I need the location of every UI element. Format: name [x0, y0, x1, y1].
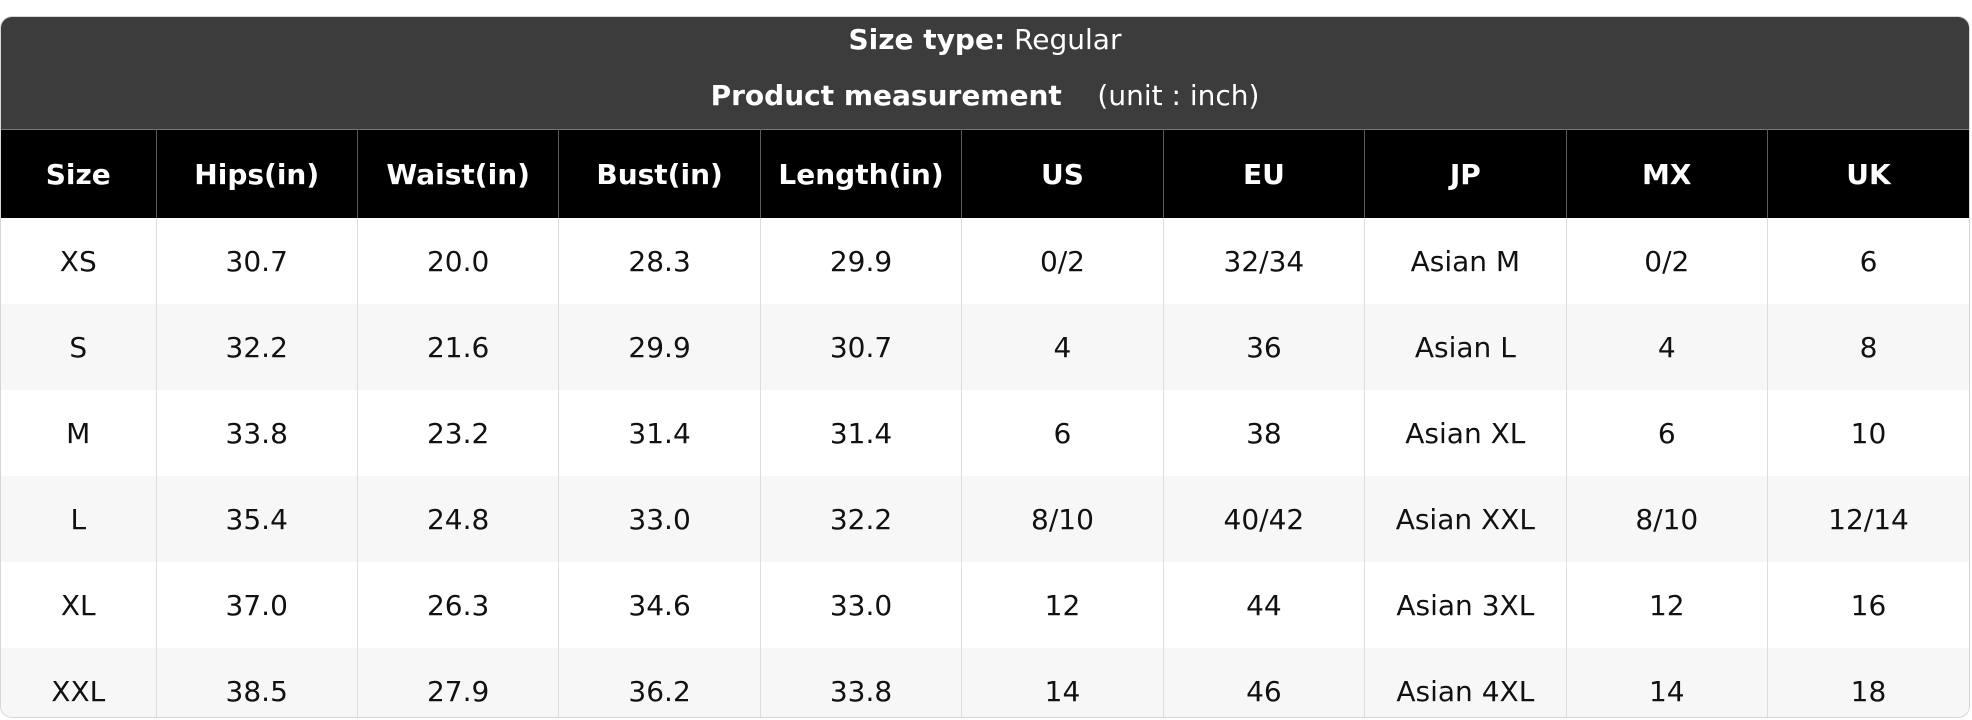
- table-cell: 12/14: [1767, 476, 1969, 562]
- table-cell: 6: [1859, 244, 1878, 278]
- table-cell: 12: [1566, 562, 1769, 648]
- table-row: XL 37.0 26.3 34.6 33.0 12 44 Asian 3XL 12 16: [1, 562, 1969, 648]
- table-cell: 30.7: [156, 218, 358, 304]
- table-row: L 35.4 24.8 33.0 32.2 8/10 40/42 Asian XXL 8/10 1…: [1, 476, 1969, 562]
- table-cell: 30.7: [760, 304, 963, 390]
- table-cell: 4: [961, 304, 1164, 390]
- table-cell: XXL: [1, 648, 157, 717]
- column-header: MX: [1566, 129, 1769, 218]
- column-header: EU: [1163, 129, 1366, 218]
- table-cell: 33.0: [558, 476, 761, 562]
- column-header: Waist(in): [357, 129, 560, 218]
- column-header: Length(in): [760, 129, 963, 218]
- table-cell: 38: [1163, 390, 1366, 476]
- table-cell: 31.4: [760, 390, 963, 476]
- column-header: US: [961, 129, 1164, 218]
- chart-header: Size type: Regular Product measurement (…: [1, 17, 1969, 129]
- size-chart: Size type: Regular Product measurement (…: [0, 16, 1970, 718]
- table-cell: 23.2: [357, 390, 560, 476]
- table-cell: 31.4: [558, 390, 761, 476]
- table-cell: 16: [1850, 588, 1887, 622]
- table-cell: 0/2: [1566, 218, 1769, 304]
- table-cell: 32.2: [760, 476, 963, 562]
- table-cell: 44: [1163, 562, 1366, 648]
- table-cell: 32.2: [156, 304, 358, 390]
- table-cell: 36.2: [558, 648, 761, 717]
- table-cell: M: [1, 390, 157, 476]
- table-cell: 6: [961, 390, 1164, 476]
- table-cell: Asian XL: [1364, 390, 1567, 476]
- unit-label: (unit : inch): [1097, 79, 1260, 112]
- table-row: M 33.8 23.2 31.4 31.4 6 38 Asian XL 6 10: [1, 390, 1969, 476]
- table-cell: 27.9: [357, 648, 560, 717]
- table-cell: 37.0: [156, 562, 358, 648]
- measurement-line: Product measurement (unit : inch): [1, 79, 1969, 112]
- size-type-label: Size type:: [848, 23, 1006, 56]
- table-cell: 29.9: [760, 218, 963, 304]
- table-cell: 10: [1850, 416, 1887, 450]
- table-cell: 33.8: [760, 648, 963, 717]
- table-cell: Asian 4XL: [1364, 648, 1567, 717]
- table-cell: 36: [1163, 304, 1366, 390]
- table-cell: 8/10: [961, 476, 1164, 562]
- table-cell: 35.4: [156, 476, 358, 562]
- size-table: Size Hips(in) Waist(in) Bust(in) Length(in) U…: [1, 129, 1969, 717]
- table-cell: 12: [961, 562, 1164, 648]
- table-cell: 24.8: [357, 476, 560, 562]
- table-cell: 4: [1566, 304, 1769, 390]
- table-cell: 29.9: [558, 304, 761, 390]
- size-type-value: Regular: [1014, 23, 1122, 56]
- table-cell: 26.3: [357, 562, 560, 648]
- column-header: Bust(in): [558, 129, 761, 218]
- size-type-line: Size type: Regular: [1, 23, 1969, 56]
- table-cell: S: [1, 304, 157, 390]
- table-cell: Asian L: [1364, 304, 1567, 390]
- column-header: Size: [1, 129, 157, 218]
- table-cell: XS: [1, 218, 157, 304]
- header-row: Size Hips(in) Waist(in) Bust(in) Length(in) U…: [1, 129, 1969, 218]
- table-cell: 34.6: [558, 562, 761, 648]
- table-cell: 40/42: [1163, 476, 1366, 562]
- table-cell: 33.8: [156, 390, 358, 476]
- table-cell: Asian XXL: [1364, 476, 1567, 562]
- table-cell: 21.6: [357, 304, 560, 390]
- column-header: JP: [1364, 129, 1567, 218]
- column-header: UK: [1767, 129, 1969, 218]
- table-cell: XL: [1, 562, 157, 648]
- table-cell: Asian 3XL: [1364, 562, 1567, 648]
- table-cell: Asian M: [1364, 218, 1567, 304]
- table-cell: 46: [1163, 648, 1366, 717]
- table-cell: L: [1, 476, 157, 562]
- table-cell: 6: [1566, 390, 1769, 476]
- table-cell: 14: [961, 648, 1164, 717]
- table-cell: 0/2: [961, 218, 1164, 304]
- table-cell: 8/10: [1566, 476, 1769, 562]
- table-cell: 8: [1767, 304, 1969, 390]
- table-cell: 14: [1566, 648, 1769, 717]
- table-body: XS 30.7 20.0 28.3 29.9 0/2 32/34 Asian M 0/2 6 S 32…: [1, 218, 1969, 717]
- table-row: XXL 38.5 27.9 36.2 33.8 14 46 Asian 4XL 14 18: [1, 648, 1969, 717]
- table-cell: 32/34: [1163, 218, 1366, 304]
- table-cell: 38.5: [156, 648, 358, 717]
- table-cell: 33.0: [760, 562, 963, 648]
- table-cell: 28.3: [558, 218, 761, 304]
- table-cell: 20.0: [357, 218, 560, 304]
- table-row: XS 30.7 20.0 28.3 29.9 0/2 32/34 Asian M 0/2 6: [1, 218, 1969, 304]
- table-cell: 18: [1767, 648, 1969, 717]
- column-header: Hips(in): [156, 129, 358, 218]
- measurement-label: Product measurement: [710, 79, 1062, 112]
